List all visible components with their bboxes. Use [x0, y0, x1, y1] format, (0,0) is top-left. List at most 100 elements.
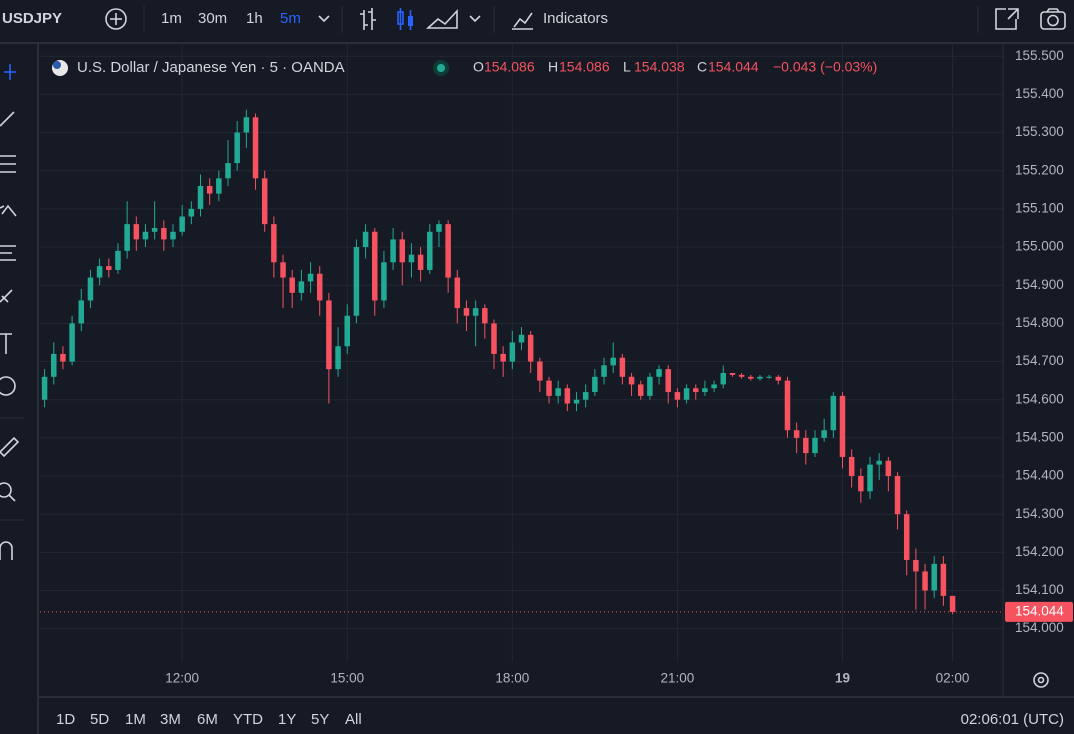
candle-body	[298, 281, 305, 293]
candle-body	[674, 392, 681, 400]
change: −0.043 (−0.03%)	[773, 59, 877, 75]
range-button[interactable]: 3M	[160, 711, 181, 728]
candle-body	[647, 376, 653, 396]
interval[interactable]: 30m	[198, 10, 227, 27]
candle-body	[115, 250, 121, 270]
candle-body	[537, 361, 543, 381]
x-tick-label: 21:00	[661, 671, 695, 686]
candle-body	[665, 369, 671, 393]
candle-body	[555, 388, 561, 396]
candle-body	[454, 277, 461, 309]
candle-body	[417, 254, 424, 270]
x-tick-label: 18:00	[495, 671, 529, 686]
candle-body	[683, 388, 690, 400]
candle-body	[628, 376, 635, 385]
candle-body	[96, 266, 103, 278]
dropdown[interactable]	[318, 15, 330, 23]
ohlc-letter: L	[623, 59, 631, 75]
axis-settings-button[interactable]	[1033, 672, 1049, 688]
candle-body	[564, 388, 571, 404]
candle-body	[289, 277, 295, 293]
area-style[interactable]	[425, 8, 458, 29]
candle-body	[445, 224, 451, 278]
candle-body	[509, 342, 516, 362]
candle-body	[784, 380, 791, 431]
y-tick-label: 154.800	[1015, 315, 1064, 330]
ohlc-value: 154.038	[634, 59, 685, 75]
range-button[interactable]: All	[345, 711, 362, 728]
candle-body	[307, 273, 314, 282]
candle-body	[335, 346, 341, 370]
left-tools[interactable]	[0, 64, 20, 560]
range-button[interactable]: 5D	[90, 711, 109, 728]
y-tick-label: 155.400	[1015, 86, 1064, 101]
candle-body	[252, 117, 259, 179]
candle-body	[41, 376, 48, 400]
candle-body	[326, 300, 332, 370]
candle-body	[775, 376, 782, 381]
dropdown[interactable]	[469, 15, 481, 23]
symbol[interactable]: USDJPY	[2, 10, 62, 27]
candle-body	[601, 365, 607, 377]
candle-body	[381, 262, 387, 301]
x-tick-label: 15:00	[330, 671, 364, 686]
candle-body	[60, 353, 66, 362]
candle-body	[362, 231, 369, 248]
candle-body	[216, 178, 222, 194]
range-button[interactable]: 1D	[56, 711, 75, 728]
candle-body	[848, 456, 855, 477]
market-status	[437, 64, 445, 72]
candle-body	[876, 460, 882, 465]
bar-style[interactable]	[360, 8, 376, 30]
last-price-label: 154.044	[1015, 603, 1064, 618]
candle-body	[702, 388, 708, 393]
indicators-icon[interactable]	[512, 12, 533, 30]
candle-body	[124, 224, 130, 251]
range-button[interactable]: YTD	[233, 711, 263, 728]
candle-body	[931, 563, 937, 591]
indicators-button[interactable]: Indicators	[543, 10, 608, 27]
clock: 02:06:01 (UTC)	[961, 711, 1064, 728]
y-tick-label: 155.000	[1015, 239, 1064, 254]
y-tick-label: 155.200	[1015, 162, 1064, 177]
chart-title: U.S. Dollar / Japanese Yen · 5 · OANDA	[77, 59, 345, 76]
y-tick-label: 154.100	[1015, 582, 1064, 597]
candle-body	[949, 595, 956, 612]
candle-body	[839, 395, 846, 457]
candle-style[interactable]	[397, 8, 413, 30]
candle-body	[280, 262, 286, 278]
candle-body	[913, 559, 919, 572]
interval[interactable]: 1m	[161, 10, 182, 27]
interval-active[interactable]: 5m	[280, 10, 301, 27]
candle-body	[610, 357, 616, 366]
candle-body	[885, 460, 892, 477]
x-tick-label: 02:00	[936, 671, 970, 686]
candle-body	[619, 357, 626, 377]
fullscreen-button[interactable]	[995, 8, 1019, 30]
candle-body	[922, 571, 928, 591]
candle-body	[427, 231, 433, 270]
candle-body	[858, 476, 864, 492]
last-price-tag	[1005, 601, 1073, 622]
interval[interactable]: 1h	[246, 10, 263, 27]
range-button[interactable]: 6M	[197, 711, 218, 728]
candle-body	[582, 392, 589, 400]
candle-body	[87, 277, 94, 301]
range-button[interactable]: 5Y	[311, 711, 329, 728]
range-button[interactable]: 1Y	[278, 711, 296, 728]
candle-body	[151, 227, 158, 232]
candle-body	[390, 239, 396, 263]
ohlc-letter: C	[697, 59, 707, 75]
add-symbol-button[interactable]	[105, 8, 127, 30]
ohlc-letter: O	[473, 59, 484, 75]
range-button[interactable]: 1M	[125, 711, 146, 728]
candle-body	[482, 308, 488, 324]
snapshot-button[interactable]	[1040, 8, 1066, 30]
candle-body	[344, 315, 350, 347]
candle-body	[408, 254, 415, 263]
y-tick-label: 154.200	[1015, 544, 1064, 559]
candle-body	[793, 430, 800, 438]
y-tick-label: 154.400	[1015, 468, 1064, 483]
candle-body	[234, 132, 240, 164]
